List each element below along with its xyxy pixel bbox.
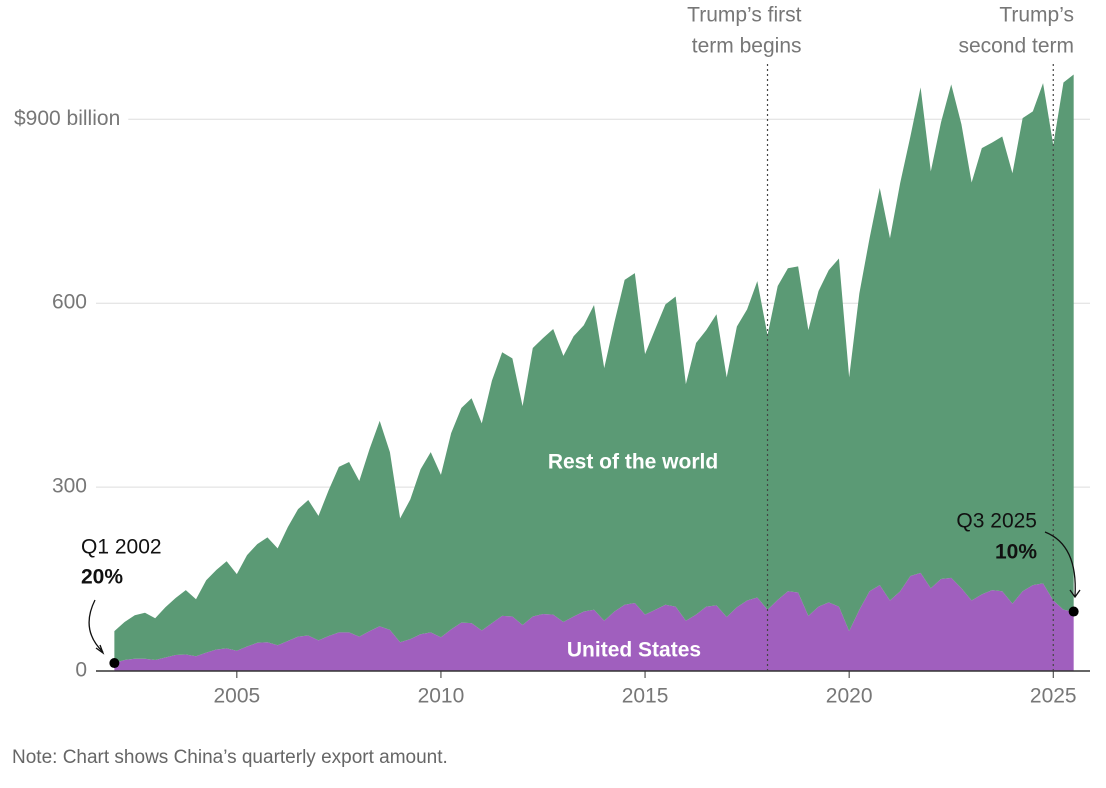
x-tick-label: 2025 <box>1030 685 1077 708</box>
y-tick-label: 0 <box>75 659 87 682</box>
y-tick-label: 300 <box>52 475 87 498</box>
event-label: Trump’s <box>999 4 1074 27</box>
x-tick-label: 2010 <box>418 685 465 708</box>
arrow <box>88 599 105 655</box>
area <box>114 572 1074 671</box>
callout-label: Q1 2002 <box>81 536 162 559</box>
area <box>114 74 1074 664</box>
event-label: term begins <box>692 35 802 58</box>
callout-value: 20% <box>81 566 123 589</box>
note: Note: Chart shows China’s quarterly expo… <box>12 747 448 768</box>
y-tick-label: $900 billion <box>14 107 120 130</box>
x-tick-label: 2020 <box>826 685 873 708</box>
series-label: Rest of the world <box>548 451 718 474</box>
arrow <box>1044 531 1081 599</box>
callout-value: 10% <box>995 541 1037 564</box>
x-tick-label: 2005 <box>213 685 260 708</box>
point <box>1068 606 1079 617</box>
callout-label: Q3 2025 <box>956 510 1037 533</box>
event-label: second term <box>958 35 1074 58</box>
y-tick-label: 600 <box>52 291 87 314</box>
x-tick-label: 2015 <box>622 685 669 708</box>
point <box>109 658 120 669</box>
series-label: United States <box>567 639 701 662</box>
event-label: Trump’s first <box>687 4 802 27</box>
